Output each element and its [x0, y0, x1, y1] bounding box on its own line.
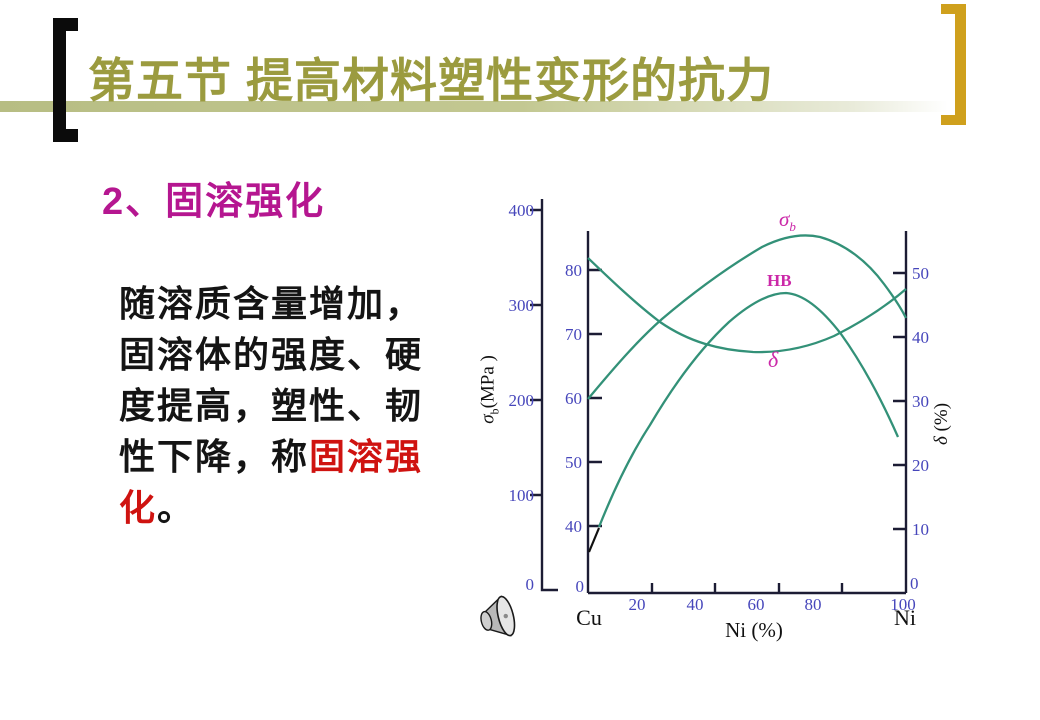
right-bracket-decoration [941, 4, 966, 125]
tick-label: 40 [687, 595, 704, 614]
page-title: 第五节 提高材料塑性变形的抗力 [88, 54, 775, 107]
delta-axis-caption: δ (%) [931, 364, 953, 484]
x-axis-caption: Ni (%) [725, 618, 783, 642]
tick-label: 50 [565, 453, 582, 472]
data-curves [587, 234, 908, 528]
tick-label: 80 [565, 261, 582, 280]
tick-label: 100 [509, 486, 535, 505]
delta-axis-labels: 50 40 30 20 10 0 [910, 264, 929, 593]
tick-label: 200 [509, 391, 535, 410]
delta-symbol: δ [931, 436, 952, 446]
tick-label: 300 [509, 296, 535, 315]
sigma-subscript: b [488, 408, 502, 415]
hb-curve [597, 291, 900, 528]
sigma-unit: (MPa ) [477, 355, 499, 409]
tick-label: 70 [565, 325, 582, 344]
sigma-symbol: σ [477, 414, 499, 424]
tick-label: 60 [565, 389, 582, 408]
tick-label: 0 [526, 575, 535, 594]
hb-axis-labels: 80 70 60 50 40 0 [565, 261, 584, 596]
speaker-sound-icon[interactable] [476, 592, 520, 644]
sigma-b-curve [587, 234, 908, 400]
tick-label: 40 [565, 517, 582, 536]
x-right-end-label: Ni [894, 605, 916, 630]
x-axis-ticks [650, 583, 844, 593]
x-axis-labels: 20 40 60 80 100 [629, 595, 916, 614]
delta-curve-label: δ [768, 347, 779, 372]
left-bracket-decoration [53, 18, 78, 142]
axes [530, 199, 908, 595]
body-text-part1: 随溶质含量增加，固溶体的强度、硬度提高，塑性、韧性下降，称 [119, 283, 424, 477]
tick-label: 40 [912, 328, 929, 347]
speaker-center-dot [503, 613, 508, 619]
delta-axis-ticks [893, 271, 906, 531]
tick-label: 100 [890, 595, 916, 614]
delta-curve [587, 257, 907, 354]
sigma-axis-labels: 400 300 200 100 0 [509, 201, 535, 594]
hb-curve-start-segment [587, 527, 601, 553]
cu-ni-property-chart: 400 300 200 100 0 80 70 60 50 40 0 50 40… [470, 185, 980, 655]
x-left-end-label: Cu [576, 605, 602, 630]
sigma-axis-line [540, 199, 558, 592]
tick-label: 30 [912, 392, 929, 411]
sigma-b-curve-label: σb [779, 207, 796, 235]
tick-label: 0 [910, 574, 919, 593]
title-divider-bar [0, 101, 948, 112]
tick-label: 80 [805, 595, 822, 614]
speaker-back [480, 610, 493, 631]
section-heading: 2、固溶强化 [102, 181, 326, 223]
hb-axis-ticks [588, 268, 602, 528]
speaker-icon-graphic [480, 595, 516, 637]
hb-curve-label: HB [767, 271, 792, 290]
tick-label: 10 [912, 520, 929, 539]
sigma-glyph: σ [779, 207, 790, 231]
sigma-sub-glyph: b [789, 219, 796, 235]
chart-canvas: 400 300 200 100 0 80 70 60 50 40 0 50 40… [509, 199, 929, 642]
tick-label: 400 [509, 201, 535, 220]
tick-label: 50 [912, 264, 929, 283]
sigma-axis-ticks [530, 208, 542, 497]
tick-label: 0 [576, 577, 585, 596]
sigma-axis-caption: σb(MPa ) [478, 309, 503, 469]
delta-unit: (%) [931, 402, 952, 437]
tick-label: 20 [629, 595, 646, 614]
body-text: 随溶质含量增加，固溶体的强度、硬度提高，塑性、韧性下降，称固溶强化。 [119, 278, 435, 533]
body-text-highlight: 固溶强化 [119, 436, 424, 528]
body-text-part2: 。 [157, 487, 196, 528]
tick-label: 60 [748, 595, 765, 614]
tick-label: 20 [912, 456, 929, 475]
